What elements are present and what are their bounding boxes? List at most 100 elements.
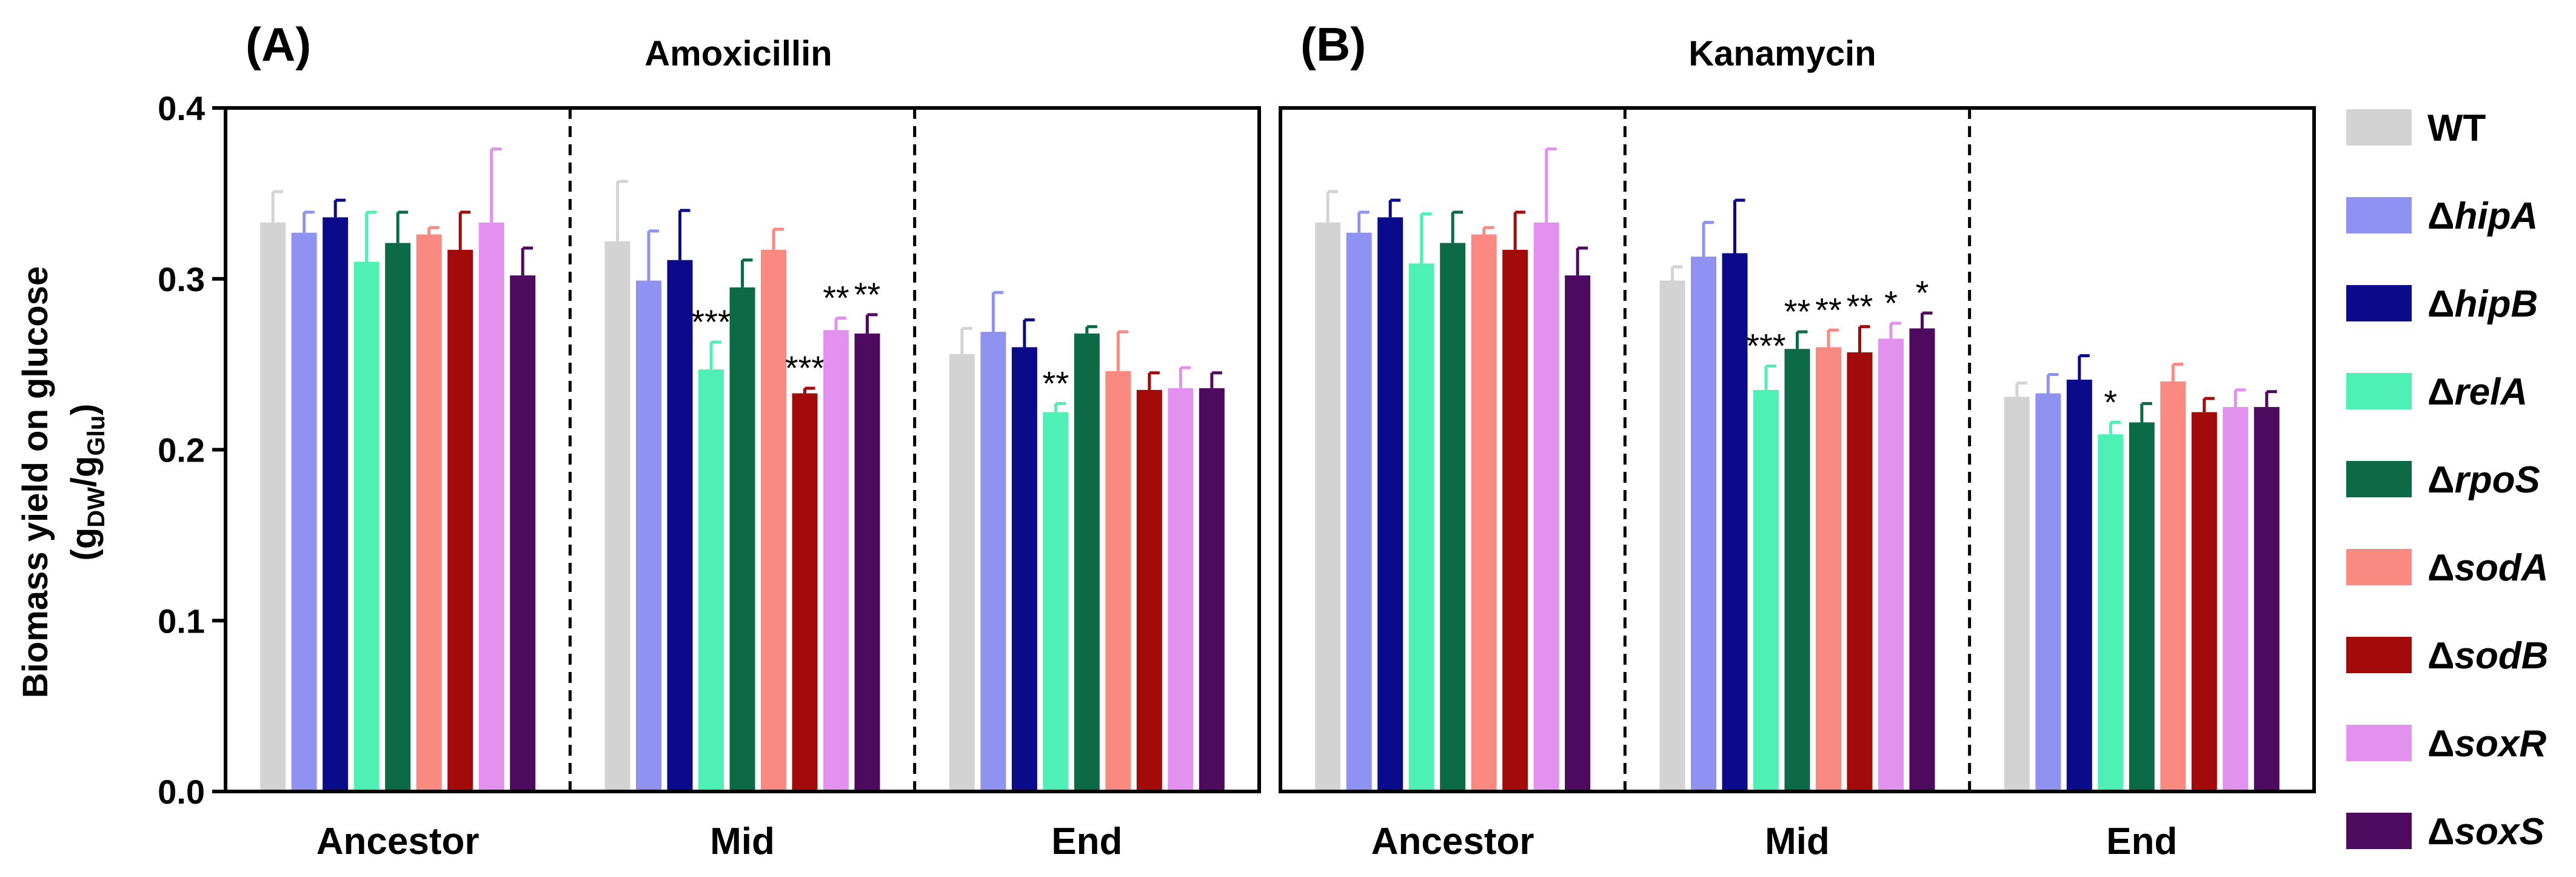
bar [1136, 389, 1162, 791]
legend-swatch [2346, 285, 2412, 321]
panel-label: (A) [246, 18, 311, 71]
bar [1105, 371, 1131, 791]
bar [854, 333, 880, 791]
bar [291, 232, 317, 791]
bar [2066, 379, 2092, 791]
y-axis-title-line2: (gDW/gGlu) [64, 404, 110, 561]
bar [353, 261, 380, 791]
legend-label: ΔrelA [2427, 371, 2527, 413]
chart-panel-b: (B) Kanamycin****** ** ** * *Ancestor Mid End [1279, 18, 2316, 862]
bar [260, 222, 286, 792]
bar [2223, 407, 2249, 791]
legend-item: ΔrpoS [2346, 459, 2540, 501]
bar [2253, 407, 2280, 791]
legend-label: ΔsoxR [2427, 723, 2546, 765]
y-tick-label: 0.2 [158, 431, 205, 469]
y-tick-label: 0.0 [158, 773, 205, 811]
bar [1784, 349, 1810, 791]
bar [478, 222, 504, 792]
bar [1502, 249, 1528, 791]
significance-label: ** [1815, 291, 1842, 329]
bar [1043, 412, 1069, 791]
bar [1753, 389, 1779, 791]
group-label: End [1051, 821, 1122, 862]
legend-swatch [2346, 813, 2412, 849]
bar [604, 241, 631, 791]
bar [729, 287, 755, 791]
bar [1315, 222, 1341, 792]
bar [1816, 347, 1841, 791]
bar [510, 275, 536, 791]
y-tick-label: 0.1 [158, 602, 205, 640]
bar [1408, 263, 1434, 792]
legend-label: ΔsoxS [2427, 811, 2544, 853]
bar [1168, 388, 1194, 791]
bar [2098, 434, 2124, 791]
bar [323, 217, 349, 791]
legend-swatch [2346, 197, 2412, 234]
legend-item: ΔsodA [2346, 547, 2549, 589]
significance-label: *** [691, 303, 731, 341]
significance-label: * [1884, 284, 1898, 322]
legend-swatch [2346, 549, 2412, 585]
bar [761, 249, 786, 791]
significance-label: ** [823, 279, 849, 317]
group-label: End [2106, 821, 2177, 862]
legend-label: ΔhipB [2427, 283, 2538, 325]
legend-label: ΔsodB [2427, 635, 2549, 677]
significance-label: ** [1784, 292, 1811, 331]
legend-swatch [2346, 461, 2412, 497]
legend-label: ΔrpoS [2427, 459, 2540, 501]
bar [416, 234, 442, 791]
legend-label: ΔhipA [2427, 195, 2538, 237]
bar [823, 330, 849, 791]
group-label: Ancestor [316, 821, 480, 862]
legend-item: ΔsoxS [2346, 811, 2544, 853]
legend-item: ΔsodB [2346, 635, 2549, 677]
bar [1011, 347, 1037, 791]
legend-swatch [2346, 109, 2412, 146]
bar [792, 393, 818, 791]
legend-swatch [2346, 373, 2412, 409]
legend-label: ΔsodA [2427, 547, 2549, 589]
significance-label: ** [854, 275, 881, 314]
bar [2160, 381, 2186, 791]
bar [1659, 280, 1685, 791]
legend-swatch [2346, 725, 2412, 761]
bar [636, 280, 661, 791]
bar [949, 354, 975, 791]
bar [1440, 243, 1466, 791]
chart-panels: (A) Amoxicillin********** **0.00.10.20.30.… [158, 18, 2316, 862]
y-axis-title: Biomass yield on glucose (gDW/gGlu) [16, 266, 110, 698]
bar [980, 332, 1006, 791]
bar [1471, 234, 1497, 791]
bar [1722, 253, 1748, 791]
bar [667, 260, 693, 791]
legend-item: ΔsoxR [2346, 723, 2546, 765]
panel-label: (B) [1300, 18, 1366, 71]
legend-item: ΔhipB [2346, 283, 2538, 325]
chart-panel-a: (A) Amoxicillin********** **0.00.10.20.30.… [158, 18, 1261, 862]
bar [1909, 328, 1935, 791]
legend: WT ΔhipA ΔhipB ΔrelA ΔrpoS ΔsodA ΔsodB ΔsoxR Δso… [2346, 107, 2549, 853]
bar [2035, 393, 2061, 791]
legend-item: WT [2346, 107, 2486, 149]
bar [1565, 275, 1591, 791]
plot-frame [1279, 106, 2316, 793]
significance-label: *** [1746, 326, 1785, 365]
legend-label: WT [2427, 107, 2486, 149]
legend-item: ΔrelA [2346, 371, 2527, 413]
bar [2004, 397, 2030, 791]
bar [447, 249, 473, 791]
y-tick-label: 0.4 [158, 89, 205, 127]
significance-label: * [1916, 274, 1929, 312]
bar [2129, 422, 2155, 791]
group-label: Mid [710, 821, 775, 862]
significance-label: *** [785, 349, 825, 387]
group-label: Ancestor [1371, 821, 1534, 862]
bar [1377, 217, 1403, 791]
significance-label: * [2104, 383, 2117, 421]
significance-label: ** [1043, 364, 1069, 402]
bar [2191, 412, 2217, 791]
